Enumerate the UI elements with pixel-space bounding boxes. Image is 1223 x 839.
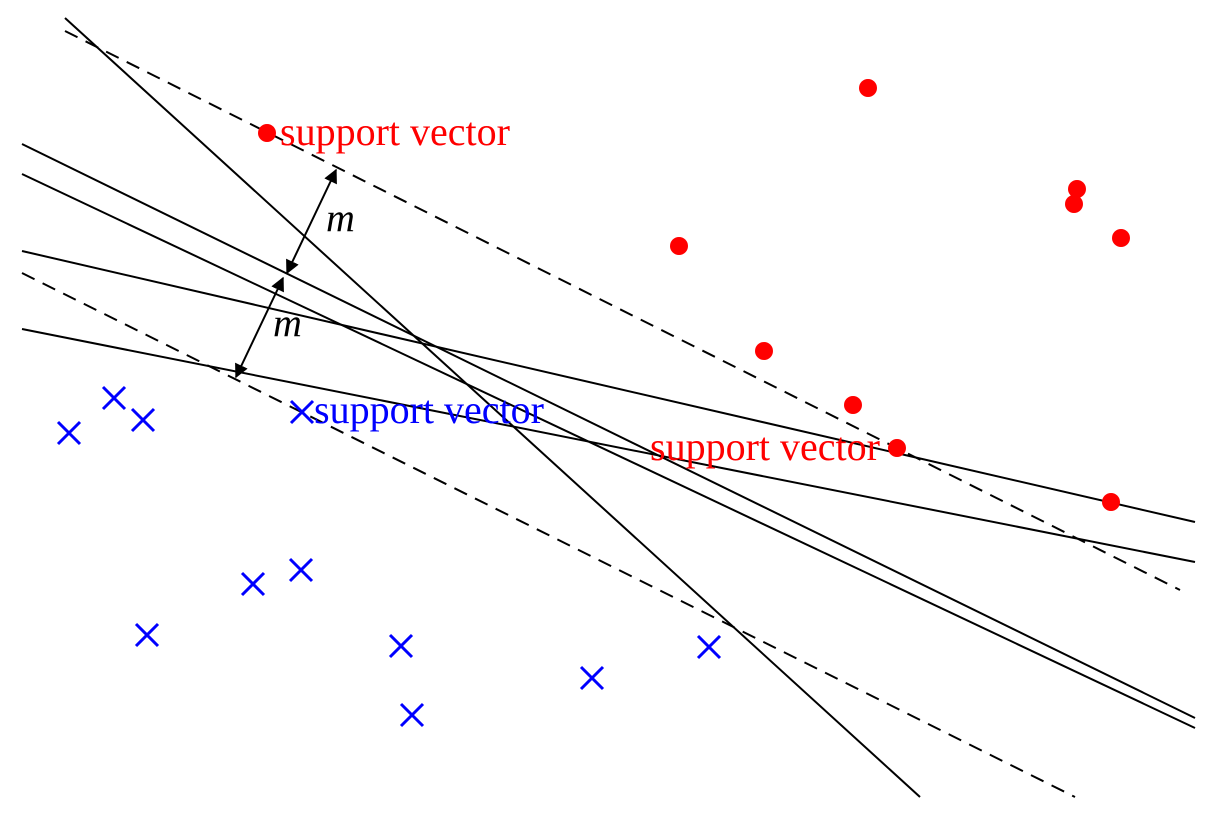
candidate-hyperplanes bbox=[21, 17, 1196, 798]
negative-point bbox=[399, 702, 425, 728]
positive-point bbox=[670, 237, 688, 255]
negative-point bbox=[579, 665, 605, 691]
positive-point-support-vector bbox=[258, 124, 276, 142]
lower-margin-boundary bbox=[21, 272, 1076, 798]
negative-point-support-vector bbox=[289, 399, 315, 425]
positive-point bbox=[755, 342, 773, 360]
support-vector-label-positive-bottom: support vector bbox=[650, 424, 880, 469]
positive-point bbox=[1102, 493, 1120, 511]
upper-margin-boundary bbox=[64, 30, 1181, 591]
negative-point bbox=[101, 385, 127, 411]
positive-point bbox=[1065, 195, 1083, 213]
negative-points bbox=[56, 385, 722, 728]
lower-margin-label: m bbox=[273, 300, 302, 345]
margin-boundaries bbox=[21, 30, 1181, 798]
positive-point bbox=[1112, 229, 1130, 247]
negative-point bbox=[288, 557, 314, 583]
positive-point bbox=[844, 396, 862, 414]
candidate-line-flattest bbox=[21, 328, 1196, 563]
candidate-line-steep bbox=[64, 17, 921, 798]
candidate-line-flat bbox=[21, 250, 1196, 523]
negative-point bbox=[240, 571, 266, 597]
positive-point bbox=[1068, 180, 1086, 198]
negative-point bbox=[696, 634, 722, 660]
candidate-line-upper bbox=[21, 143, 1196, 719]
lower-margin-arrow bbox=[235, 276, 284, 379]
negative-point bbox=[130, 407, 156, 433]
negative-point bbox=[134, 622, 160, 648]
margin-arrows bbox=[235, 168, 337, 379]
negative-point bbox=[388, 633, 414, 659]
upper-margin-label: m bbox=[326, 195, 355, 240]
positive-point-support-vector bbox=[888, 439, 906, 457]
upper-margin-arrow bbox=[286, 168, 337, 275]
positive-points bbox=[258, 79, 1130, 511]
negative-point bbox=[56, 420, 82, 446]
candidate-line-second bbox=[21, 173, 1196, 729]
support-vector-label-positive-top: support vector bbox=[280, 109, 510, 154]
support-vector-label-negative: support vector bbox=[314, 387, 544, 432]
positive-point bbox=[859, 79, 877, 97]
